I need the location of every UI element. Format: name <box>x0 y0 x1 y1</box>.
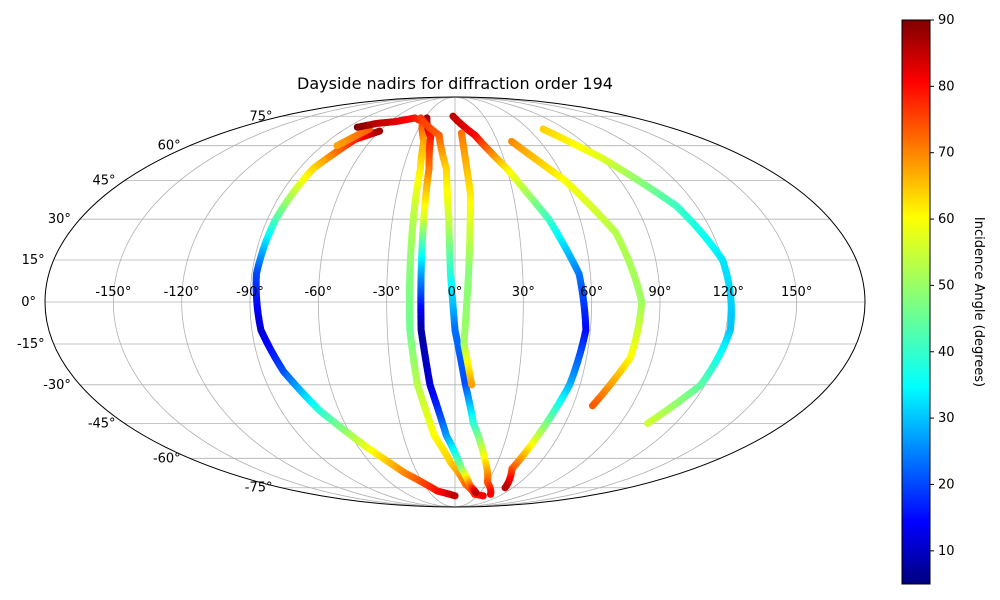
colorbar-tick-label: 70 <box>938 146 955 161</box>
data-point <box>486 490 495 498</box>
latitude-tick-label: -75° <box>245 481 273 496</box>
map-outline <box>44 96 866 508</box>
longitude-tick-label: -120° <box>164 285 200 300</box>
latitude-tick-label: 75° <box>249 109 272 124</box>
colorbar: 10 20 30 40 50 60 70 80 90 Incidence Angle (degr… <box>901 13 986 585</box>
longitude-gridline <box>386 97 456 507</box>
longitude-gridline <box>454 97 798 507</box>
data-points <box>252 112 735 500</box>
latitude-tick-labels: -75° -60° -45° -30° -15° 0° 15° 30° 45° 60° 75° <box>17 109 273 495</box>
data-point <box>588 402 597 410</box>
colorbar-tick-label: 60 <box>938 212 955 227</box>
latitude-tick-label: -30° <box>43 378 71 393</box>
longitude-gridline <box>454 97 593 507</box>
longitude-tick-label: 120° <box>713 285 744 300</box>
colorbar-tick-label: 10 <box>938 544 955 559</box>
longitude-tick-label: 0° <box>448 285 463 300</box>
longitude-tick-label: 150° <box>781 285 812 300</box>
longitude-tick-label: -150° <box>95 285 131 300</box>
latitude-tick-label: 45° <box>93 174 116 189</box>
latitude-tick-label: 0° <box>21 295 36 310</box>
colorbar-tick-label: 40 <box>938 345 955 360</box>
longitude-tick-label: 60° <box>580 285 603 300</box>
latitude-tick-label: 60° <box>158 139 181 154</box>
data-point <box>451 492 459 500</box>
longitude-gridline <box>454 97 524 507</box>
colorbar-tick-label: 30 <box>938 411 955 426</box>
colorbar-tick-label: 20 <box>938 477 955 492</box>
latitude-tick-label: 30° <box>48 212 71 227</box>
longitude-tick-label: -90° <box>236 285 264 300</box>
data-point <box>468 381 476 389</box>
colorbar-tick-label: 50 <box>938 278 955 293</box>
colorbar-tick-label: 80 <box>938 79 955 94</box>
longitude-gridline <box>112 97 456 507</box>
longitude-tick-label: 90° <box>648 285 671 300</box>
data-point <box>479 492 487 500</box>
longitude-tick-label: -60° <box>304 285 332 300</box>
colorbar-gradient <box>901 19 931 585</box>
data-point <box>472 489 480 497</box>
longitude-gridline <box>317 97 456 507</box>
longitude-tick-label: 30° <box>512 285 535 300</box>
data-point <box>644 419 652 427</box>
longitude-gridline <box>181 97 456 507</box>
longitude-gridline <box>454 97 661 507</box>
colorbar-tick-label: 90 <box>938 13 955 28</box>
data-point <box>333 142 341 150</box>
longitude-gridline <box>249 97 456 507</box>
latitude-tick-label: -15° <box>17 337 45 352</box>
colorbar-label: Incidence Angle (degrees) <box>971 217 986 387</box>
chart-title: Dayside nadirs for diffraction order 194 <box>297 74 613 93</box>
latitude-tick-label: -60° <box>153 451 181 466</box>
latitude-tick-label: -45° <box>88 416 116 431</box>
data-point <box>501 484 509 492</box>
longitude-tick-label: -30° <box>373 285 401 300</box>
colorbar-ticks: 10 20 30 40 50 60 70 80 90 <box>930 13 955 559</box>
latitude-tick-label: 15° <box>22 253 45 268</box>
longitude-tick-labels: -150° -120° -90° -60° -30° 0° 30° 60° 90° 120° 150… <box>95 285 812 300</box>
